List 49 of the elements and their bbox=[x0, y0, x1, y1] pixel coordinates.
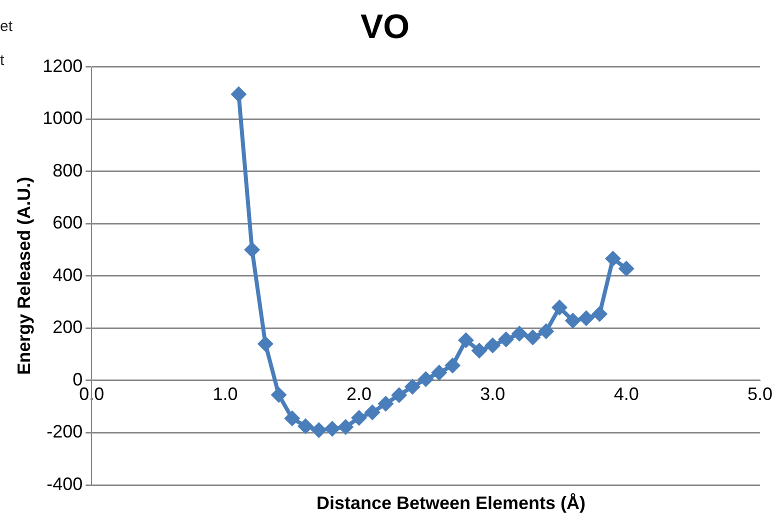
y-tick-label: 1000 bbox=[42, 108, 83, 128]
point bbox=[350, 410, 367, 426]
point bbox=[618, 260, 634, 277]
point bbox=[592, 306, 608, 322]
point bbox=[284, 410, 300, 426]
point bbox=[538, 323, 554, 340]
point bbox=[458, 332, 474, 348]
point bbox=[431, 364, 448, 381]
point bbox=[511, 326, 528, 342]
point bbox=[418, 371, 434, 388]
y-tick-label: 1200 bbox=[42, 56, 83, 76]
point bbox=[364, 404, 380, 420]
point bbox=[324, 420, 340, 437]
y-tick-label: 600 bbox=[52, 212, 83, 233]
point bbox=[551, 300, 568, 316]
point bbox=[604, 250, 621, 267]
point bbox=[270, 386, 287, 403]
x-tick-label: 3.0 bbox=[480, 384, 506, 404]
x-axis-title: Distance Between Elements (Å) bbox=[315, 493, 587, 514]
text: t bbox=[0, 51, 6, 71]
point bbox=[471, 342, 488, 359]
x-tick-label: 1.0 bbox=[212, 384, 238, 404]
y-tick-label: -400 bbox=[46, 474, 83, 494]
x-tick-label: 5.0 bbox=[747, 384, 773, 404]
point bbox=[498, 331, 514, 348]
point bbox=[578, 310, 594, 326]
point bbox=[484, 337, 501, 354]
point bbox=[444, 358, 461, 374]
x-tick-label: 4.0 bbox=[614, 384, 639, 404]
point bbox=[230, 86, 247, 102]
x-tick-label: 0.0 bbox=[79, 384, 104, 404]
y-tick-label: 800 bbox=[52, 160, 83, 180]
point bbox=[310, 422, 327, 438]
point bbox=[338, 418, 354, 435]
point bbox=[378, 396, 394, 412]
y-tick-label: -200 bbox=[46, 422, 83, 442]
point bbox=[524, 329, 541, 346]
x-tick-label: 2.0 bbox=[346, 384, 372, 404]
text: et bbox=[0, 17, 13, 37]
chart-title: VO bbox=[360, 8, 410, 46]
point bbox=[564, 312, 581, 329]
y-tick-label: 400 bbox=[52, 264, 83, 285]
point bbox=[257, 336, 274, 352]
point bbox=[244, 242, 260, 258]
point bbox=[391, 387, 408, 404]
y-axis-title: Energy Released (A.U.) bbox=[14, 176, 34, 375]
point bbox=[298, 418, 314, 434]
y-tick-label: 200 bbox=[52, 317, 83, 338]
point bbox=[404, 378, 420, 395]
